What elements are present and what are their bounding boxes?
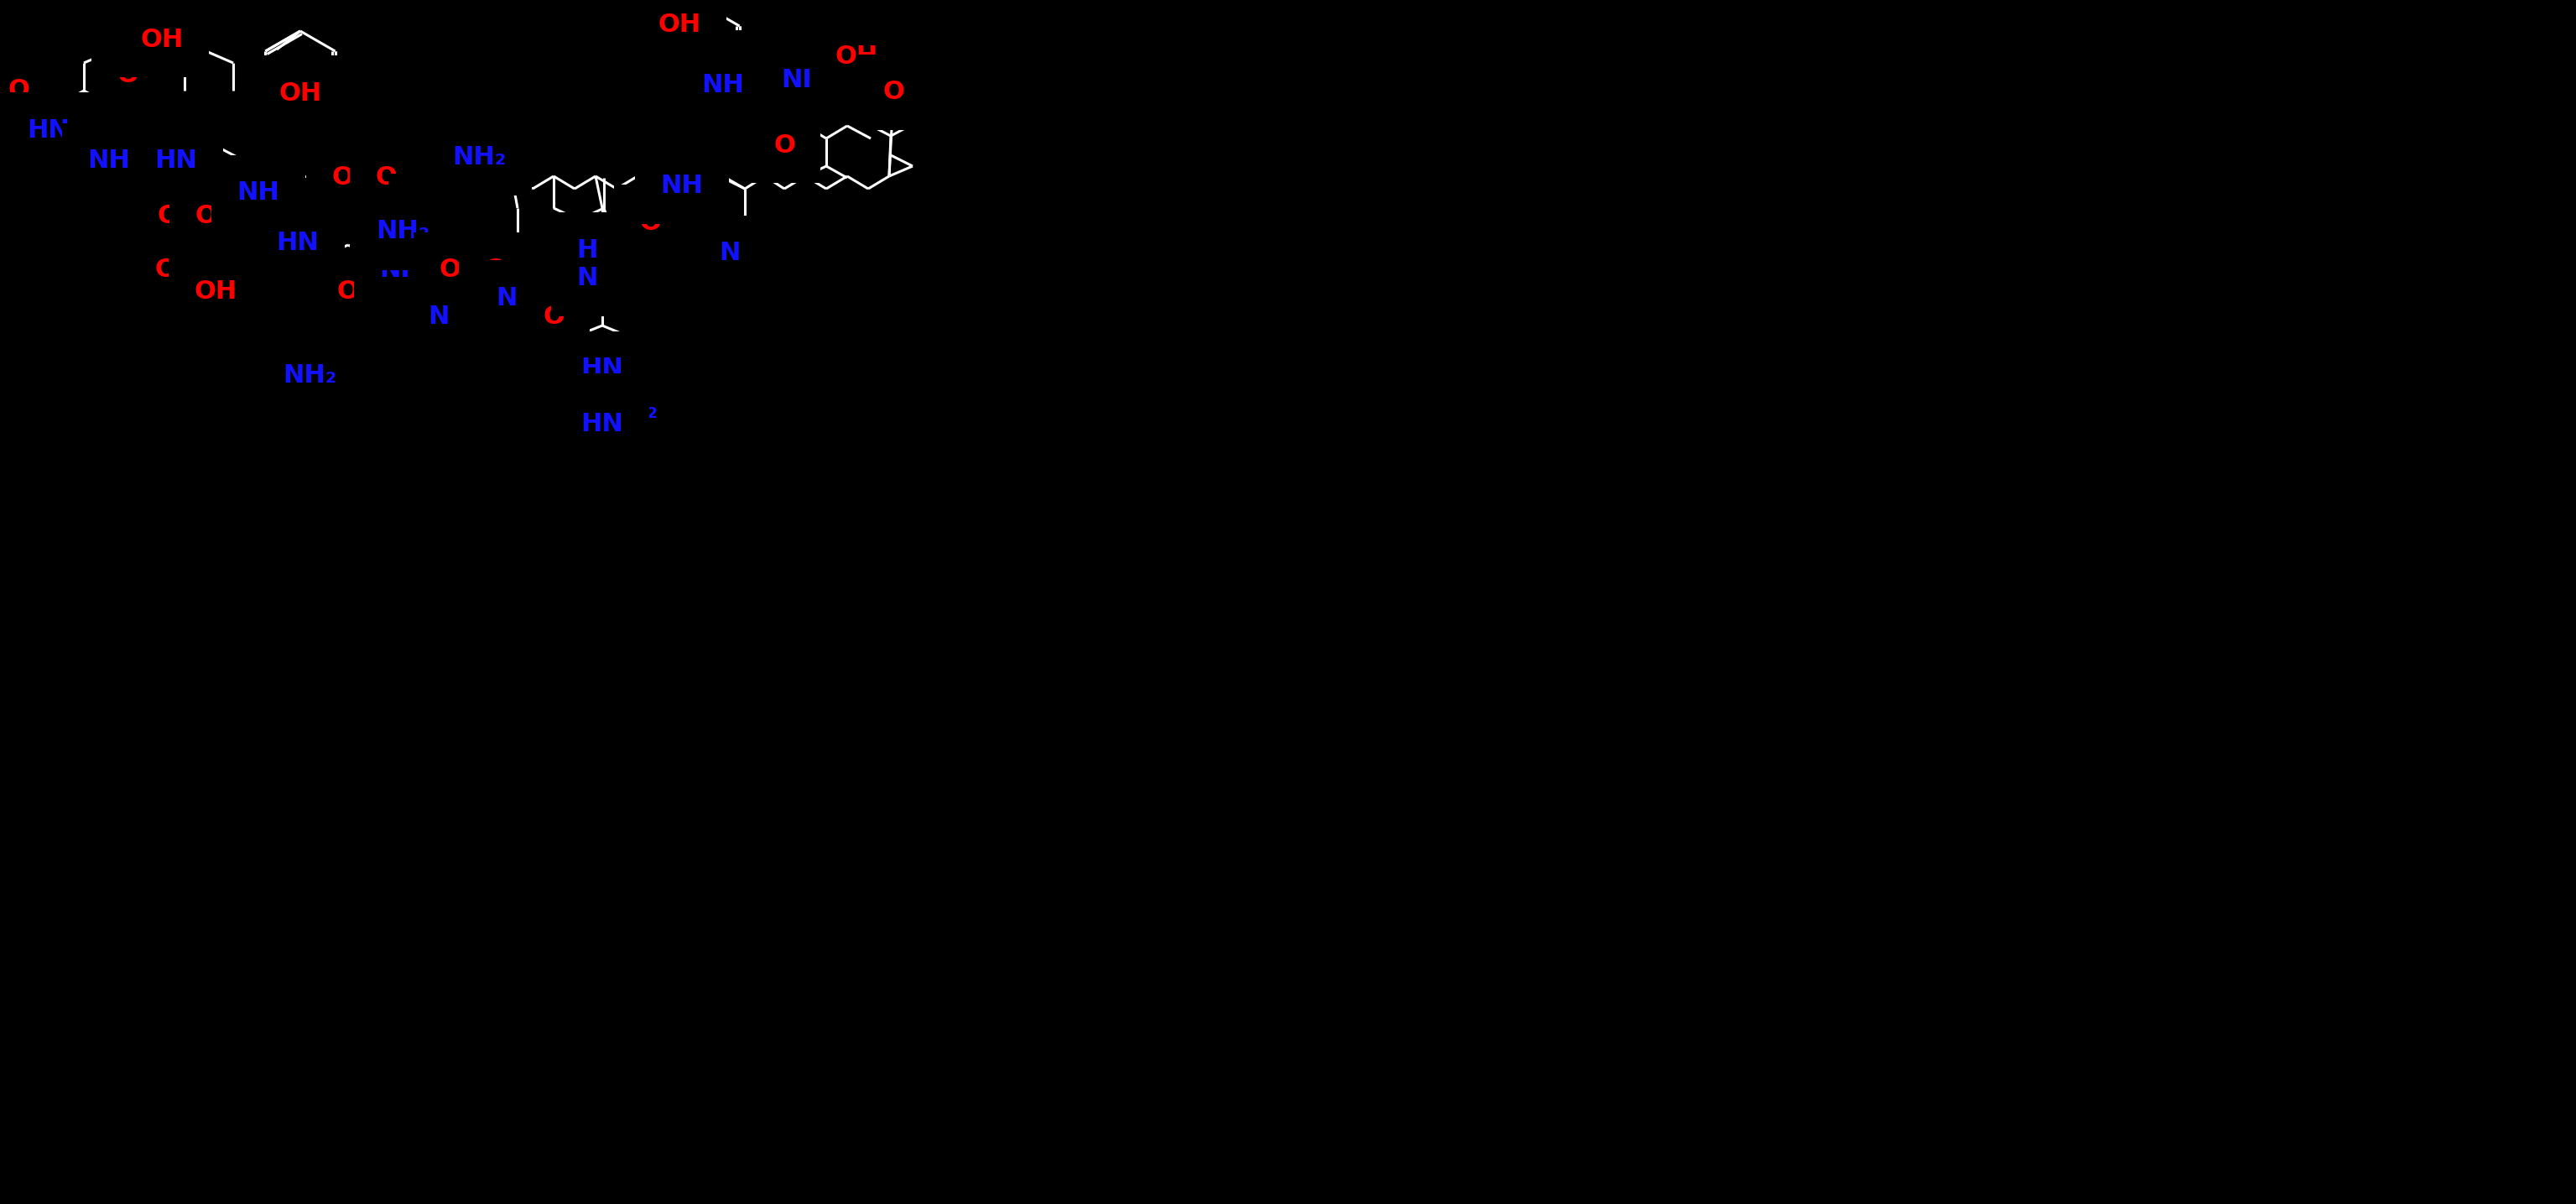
Text: O: O [337,279,358,303]
Text: O: O [438,258,461,282]
Text: O: O [484,258,505,282]
Text: HN: HN [582,358,623,382]
Text: NH: NH [497,285,538,309]
Text: NH: NH [701,73,744,98]
Text: NH: NH [703,72,744,96]
Text: NH: NH [781,67,824,92]
Text: NH₂: NH₂ [376,219,430,243]
Text: OH: OH [688,55,729,81]
Text: O: O [157,205,178,229]
Text: O: O [8,118,28,142]
Text: NH₂: NH₂ [379,220,430,244]
Text: HN: HN [64,135,108,159]
Text: HN: HN [415,200,456,224]
Text: NH: NH [237,181,281,205]
Text: OH: OH [193,279,237,303]
Text: NH: NH [781,67,824,92]
Text: HN: HN [276,231,319,255]
Text: O: O [8,78,28,102]
Text: N: N [428,305,448,329]
Text: HN: HN [28,118,70,142]
Text: O: O [376,166,397,190]
Text: HN: HN [582,412,623,436]
Text: O: O [544,305,564,329]
Text: NH: NH [88,149,131,173]
Text: O: O [196,205,216,229]
Text: O: O [62,166,85,190]
Text: O: O [155,258,175,282]
Text: O: O [773,132,796,158]
Text: OH: OH [657,13,701,37]
Text: OH: OH [835,45,878,69]
Text: O: O [639,211,662,235]
Text: O: O [332,166,353,190]
Text: H
N: H N [577,238,598,290]
Text: NH: NH [659,175,703,199]
Text: O: O [116,64,139,88]
Text: OH: OH [142,28,183,52]
Text: OH: OH [278,81,322,105]
Text: NH₂: NH₂ [451,146,505,170]
Text: HN: HN [155,149,198,173]
Text: OH: OH [649,13,693,37]
Text: N: N [719,241,739,266]
Text: NH: NH [379,258,422,282]
Text: O: O [884,81,904,105]
Text: NH₂: NH₂ [603,399,657,424]
Text: OH: OH [835,45,878,69]
Text: O: O [62,166,85,190]
Text: O: O [884,78,904,102]
Text: NH₂: NH₂ [283,362,337,388]
Text: O: O [770,120,791,144]
